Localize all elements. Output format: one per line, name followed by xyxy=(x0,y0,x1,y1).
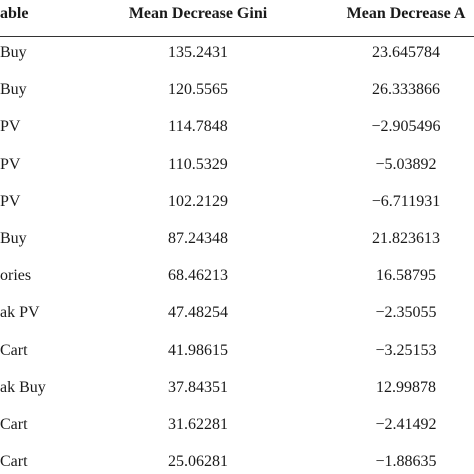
cell-accuracy: −2.905496 xyxy=(371,118,441,136)
cell-accuracy: 23.645784 xyxy=(372,44,440,61)
cell-variable: Buy xyxy=(0,81,27,99)
cell-variable: ak PV xyxy=(0,304,40,322)
cell-variable: Cart xyxy=(0,416,28,433)
cell-variable: PV xyxy=(0,118,21,136)
cell-accuracy: −6.711931 xyxy=(371,192,441,210)
cell-variable: PV xyxy=(0,155,21,173)
cell-variable: ak Buy xyxy=(0,378,46,396)
cell-variable: Cart xyxy=(0,341,28,359)
cell-variable: Buy xyxy=(0,230,27,247)
cell-gini: 37.84351 xyxy=(168,378,228,396)
cell-variable: Cart xyxy=(0,453,28,471)
cell-gini: 135.2431 xyxy=(168,44,228,61)
cell-accuracy: −2.41492 xyxy=(375,416,437,433)
cell-accuracy: −5.03892 xyxy=(375,155,437,173)
cell-accuracy: 21.823613 xyxy=(372,230,440,247)
cell-gini: 102.2129 xyxy=(168,192,228,210)
cell-gini: 25.06281 xyxy=(168,453,228,471)
cell-accuracy: −1.88635 xyxy=(375,453,437,471)
header-rule xyxy=(0,36,474,37)
cell-gini: 68.46213 xyxy=(168,267,228,285)
cell-accuracy: −3.25153 xyxy=(375,341,437,359)
cell-gini: 47.48254 xyxy=(168,304,228,322)
cell-accuracy: −2.35055 xyxy=(375,304,437,322)
cell-gini: 114.7848 xyxy=(168,118,228,136)
cell-gini: 41.98615 xyxy=(168,341,228,359)
header-variable: able xyxy=(0,5,29,22)
header-gini: Mean Decrease Gini xyxy=(128,5,268,22)
cell-gini: 120.5565 xyxy=(168,81,228,99)
cell-gini: 87.24348 xyxy=(168,230,228,247)
header-accuracy: Mean Decrease A xyxy=(346,5,466,22)
cell-gini: 110.5329 xyxy=(168,155,228,173)
cell-accuracy: 12.99878 xyxy=(376,378,436,396)
cell-gini: 31.62281 xyxy=(168,416,228,433)
cell-variable: ories xyxy=(0,267,32,285)
cell-variable: PV xyxy=(0,192,21,210)
cell-variable: Buy xyxy=(0,44,27,61)
cell-accuracy: 16.58795 xyxy=(376,267,436,285)
cell-accuracy: 26.333866 xyxy=(372,81,440,99)
